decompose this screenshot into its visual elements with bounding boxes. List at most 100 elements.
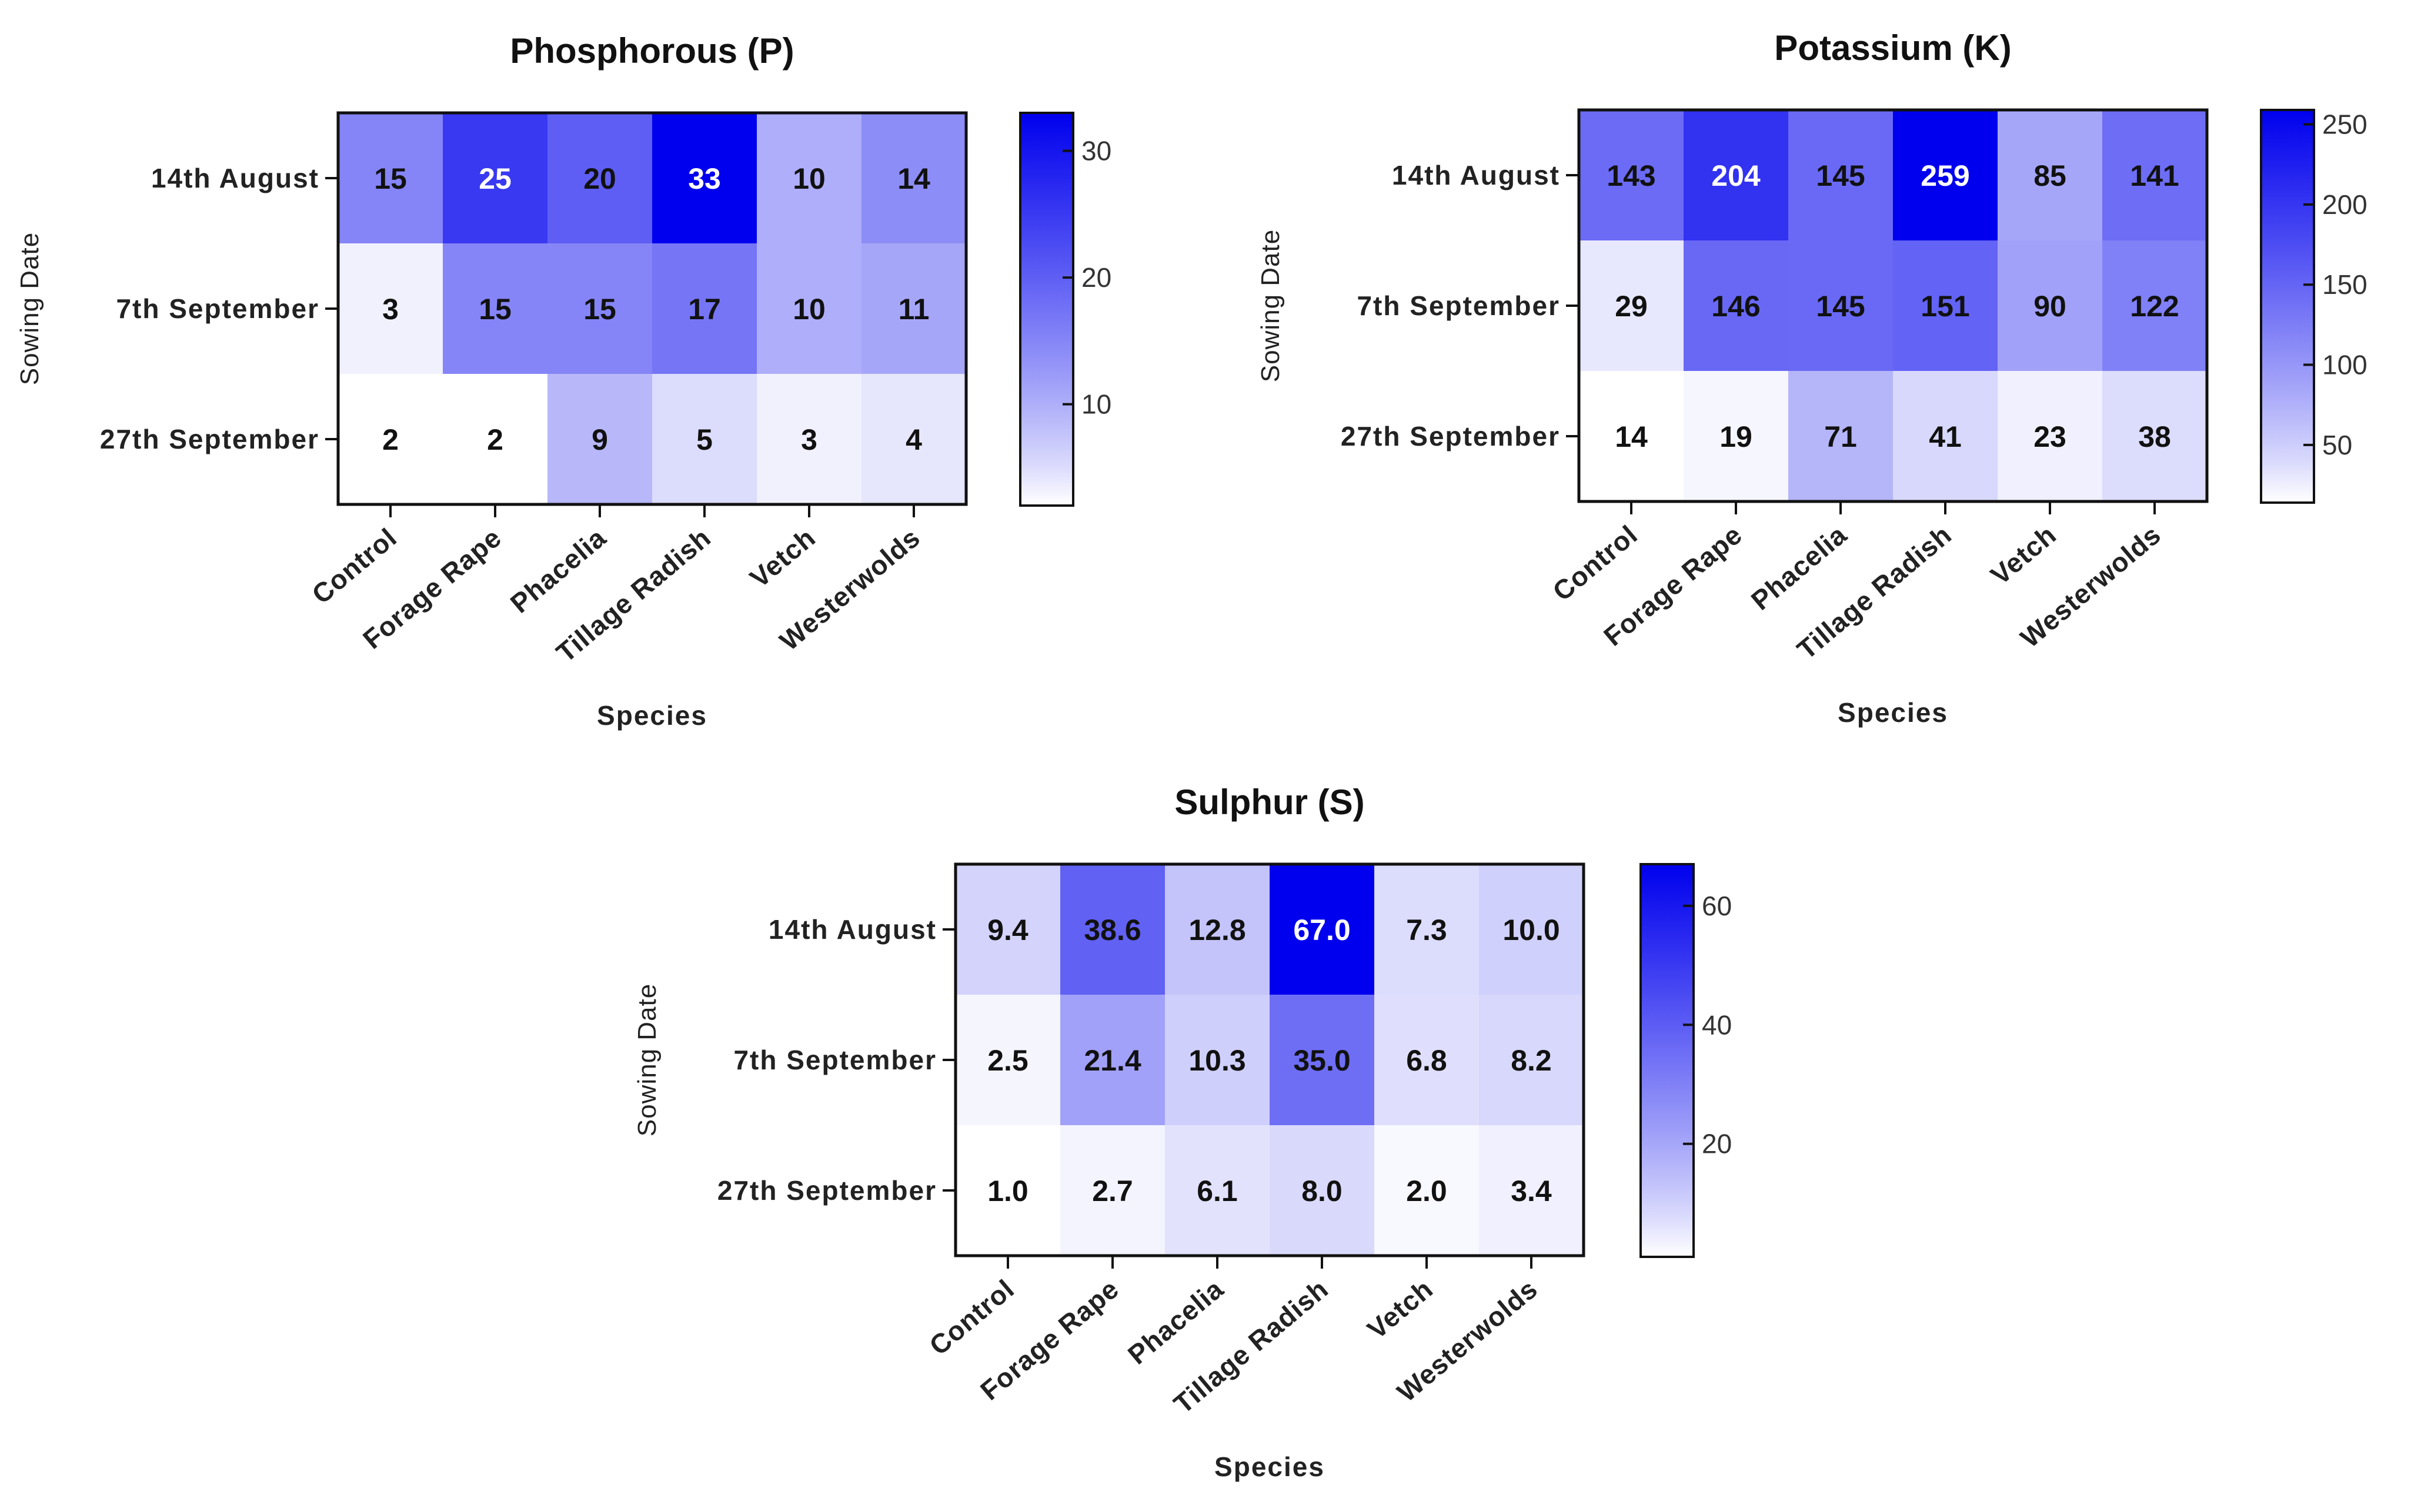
cell-value-label: 5 (696, 423, 713, 456)
x-axis-title: Species (597, 700, 707, 731)
cell-value-label: 14 (897, 162, 930, 195)
y-tick-label: 14th August (151, 163, 319, 193)
y-tick-label: 14th August (769, 914, 937, 945)
heatmap-cell (1998, 371, 2102, 501)
colorbar-tick-label: 30 (1081, 136, 1111, 166)
colorbar (1019, 112, 1074, 507)
cell-value-label: 17 (688, 293, 721, 326)
cell-value-label: 38.6 (1084, 914, 1141, 946)
heatmap-cell (2102, 371, 2207, 501)
heatmap-cell (1788, 110, 1893, 240)
cell-value-label: 38 (2138, 420, 2171, 453)
y-tick-label: 7th September (733, 1045, 937, 1075)
heatmap-cell (652, 113, 757, 243)
heatmap-cell (1479, 864, 1584, 995)
x-tick-label: Control (306, 522, 402, 610)
heatmap-cell (956, 1125, 1060, 1256)
colorbar (2260, 109, 2315, 504)
x-tick-label: Phacelia (1745, 519, 1853, 616)
cell-value-label: 1.0 (987, 1175, 1028, 1207)
heatmap-cell (757, 374, 861, 504)
heatmap-cell (1165, 864, 1270, 995)
heatmap-cell (1060, 995, 1165, 1125)
cell-value-label: 259 (1921, 159, 1969, 192)
x-tick-label: Vetch (744, 522, 821, 594)
x-axis-title: Species (1214, 1451, 1325, 1482)
heatmap-cell (757, 243, 861, 374)
heatmap-cell (1374, 995, 1479, 1125)
heatmap-cell (861, 113, 966, 243)
cell-value-label: 2.0 (1406, 1175, 1447, 1207)
heatmap-cell (1788, 371, 1893, 501)
heatmap-cell (2102, 240, 2207, 371)
colorbar-tick-label: 60 (1702, 891, 1732, 921)
cell-value-label: 10 (793, 162, 826, 195)
cell-value-label: 146 (1711, 290, 1760, 323)
cell-value-label: 23 (2033, 420, 2066, 453)
cell-value-label: 2.5 (987, 1044, 1028, 1077)
x-tick-label: Phacelia (1122, 1273, 1230, 1370)
heatmap-cell (338, 113, 443, 243)
cell-value-label: 15 (583, 293, 616, 326)
cell-value-label: 85 (2033, 159, 2066, 192)
y-tick-label: 7th September (1357, 290, 1560, 321)
heatmap-cell (547, 243, 652, 374)
y-tick-label: 27th September (717, 1175, 937, 1206)
colorbar-tick-label: 20 (1702, 1129, 1732, 1159)
heatmap-cell (2102, 110, 2207, 240)
cell-value-label: 14 (1615, 420, 1648, 453)
heatmap-cell (1479, 1125, 1584, 1256)
y-axis-title: Sowing Date (633, 984, 662, 1136)
x-tick-label: Control (1547, 519, 1643, 607)
cell-value-label: 71 (1824, 420, 1857, 453)
heatmap-cell (1893, 371, 1998, 501)
heatmap-cell (1893, 110, 1998, 240)
cell-value-label: 3 (801, 423, 817, 456)
heatmap-cell (547, 374, 652, 504)
colorbar-tick-label: 200 (2322, 189, 2367, 220)
heatmap-cell (443, 113, 547, 243)
y-axis-title: Sowing Date (15, 232, 44, 385)
heatmap-cell (338, 243, 443, 374)
cell-value-label: 143 (1607, 159, 1655, 192)
cell-value-label: 10.3 (1188, 1044, 1245, 1077)
heatmap-cell (1788, 240, 1893, 371)
heatmap-cell (1893, 240, 1998, 371)
heatmap-cell (1998, 240, 2102, 371)
cell-value-label: 41 (1929, 420, 1962, 453)
heatmap-panel-2: Potassium (K) 143 204 145 259 85 141 29 146 145 15… (1256, 28, 2367, 728)
heatmap-cell (1060, 864, 1165, 995)
cell-value-label: 3.4 (1511, 1175, 1552, 1207)
colorbar-tick-label: 100 (2322, 350, 2367, 380)
heatmap-cell (1374, 1125, 1479, 1256)
x-tick-label: Vetch (1985, 519, 2062, 591)
cell-value-label: 8.2 (1511, 1044, 1552, 1077)
colorbar-tick-label: 50 (2322, 430, 2352, 460)
colorbar-tick-label: 20 (1081, 262, 1111, 293)
heatmap-cell (1374, 864, 1479, 995)
heatmap-panel-1: Phosphorous (P)15 25 20 33 10 143 15 15 17 10 112 2… (15, 31, 1111, 731)
cell-value-label: 21.4 (1084, 1044, 1141, 1077)
cell-value-label: 25 (479, 162, 512, 195)
cell-value-label: 2 (487, 423, 503, 456)
cell-value-label: 29 (1615, 290, 1648, 323)
x-axis-title: Species (1838, 697, 1948, 728)
heatmap-cell (1684, 371, 1788, 501)
heatmap-cell (1479, 995, 1584, 1125)
cell-value-label: 4 (906, 423, 922, 456)
chart-title: Sulphur (S) (1174, 782, 1364, 822)
chart-title: Potassium (K) (1774, 28, 2011, 68)
chart-title: Phosphorous (P) (510, 31, 794, 71)
x-tick-label: Vetch (1361, 1273, 1438, 1345)
x-tick-label: Control (923, 1273, 1020, 1361)
cell-value-label: 11 (899, 293, 930, 326)
cell-value-label: 15 (479, 293, 512, 326)
heatmap-cell (1684, 110, 1788, 240)
cell-value-label: 35.0 (1293, 1044, 1350, 1077)
y-tick-label: 27th September (1341, 421, 1560, 451)
heatmap-cell (861, 243, 966, 374)
heatmap-cell (1270, 864, 1374, 995)
colorbar-tick-label: 150 (2322, 269, 2367, 300)
